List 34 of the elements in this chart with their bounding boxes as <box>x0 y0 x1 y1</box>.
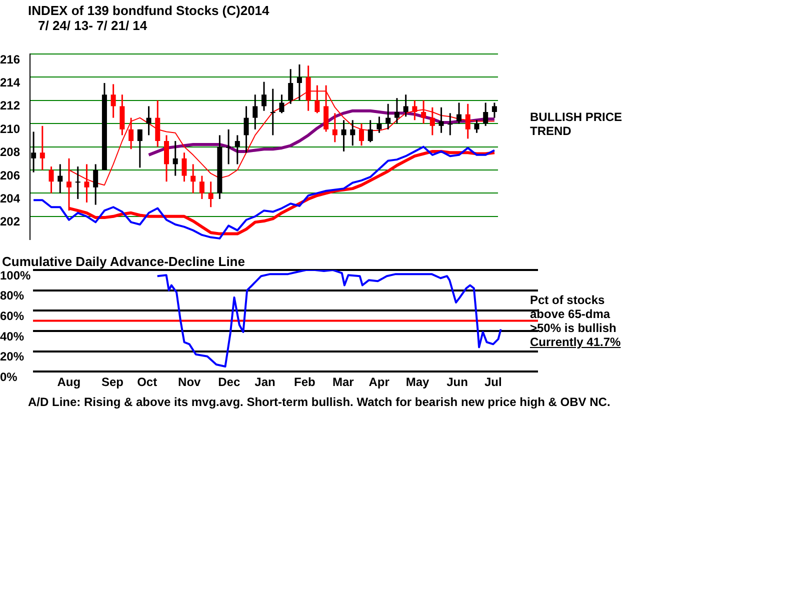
annotation: Currently 41.7% <box>530 335 622 349</box>
y-tick-label: 208 <box>0 145 20 160</box>
chart-subtitle: 7/ 24/ 13- 7/ 21/ 14 <box>38 18 148 33</box>
y-tick-label: 216 <box>0 52 20 66</box>
y-tick-label: 204 <box>0 192 20 206</box>
y-tick-label: 60% <box>0 308 24 323</box>
x-tick-label: Aug <box>57 375 81 390</box>
y-tick-label: 20% <box>0 350 24 364</box>
x-tick-label: Feb <box>294 375 316 390</box>
x-tick-label: Sep <box>101 375 124 390</box>
text: A/D Line: Rising & above its mvg.avg. Short-term bullish. Watch for bearish new price high & OBV NC. <box>28 395 610 409</box>
y-tick-label: 212 <box>0 98 20 113</box>
chart-title: Cumulative Daily Advance-Decline Line <box>2 254 245 269</box>
annotation: Pct of stocks above 65-dma <box>530 293 612 321</box>
y-tick-label: 202 <box>0 214 20 229</box>
chart-title: INDEX of 139 bondfund Stocks (C)2014 <box>28 3 270 18</box>
y-tick-label: 40% <box>0 329 24 344</box>
x-tick-label: Dec <box>218 375 240 390</box>
x-tick-label: Jun <box>446 375 468 390</box>
x-tick-label: Oct <box>137 375 158 390</box>
x-tick-label: May <box>406 375 430 390</box>
x-tick-label: Apr <box>368 375 390 390</box>
x-tick-label: Jul <box>484 375 502 390</box>
y-tick-label: 0% <box>0 370 18 384</box>
annotation: >50% is bullish <box>530 321 618 335</box>
y-tick-label: 210 <box>0 122 20 136</box>
x-tick-label: Nov <box>178 375 202 390</box>
y-tick-label: 100% <box>0 268 32 282</box>
y-tick-label: 206 <box>0 168 20 182</box>
x-tick-label: Mar <box>332 375 354 390</box>
y-tick-label: 214 <box>0 76 20 90</box>
text: BULLISH PRICE TREND <box>530 110 624 138</box>
y-tick-label: 80% <box>0 288 24 303</box>
x-tick-label: Jan <box>254 375 276 390</box>
